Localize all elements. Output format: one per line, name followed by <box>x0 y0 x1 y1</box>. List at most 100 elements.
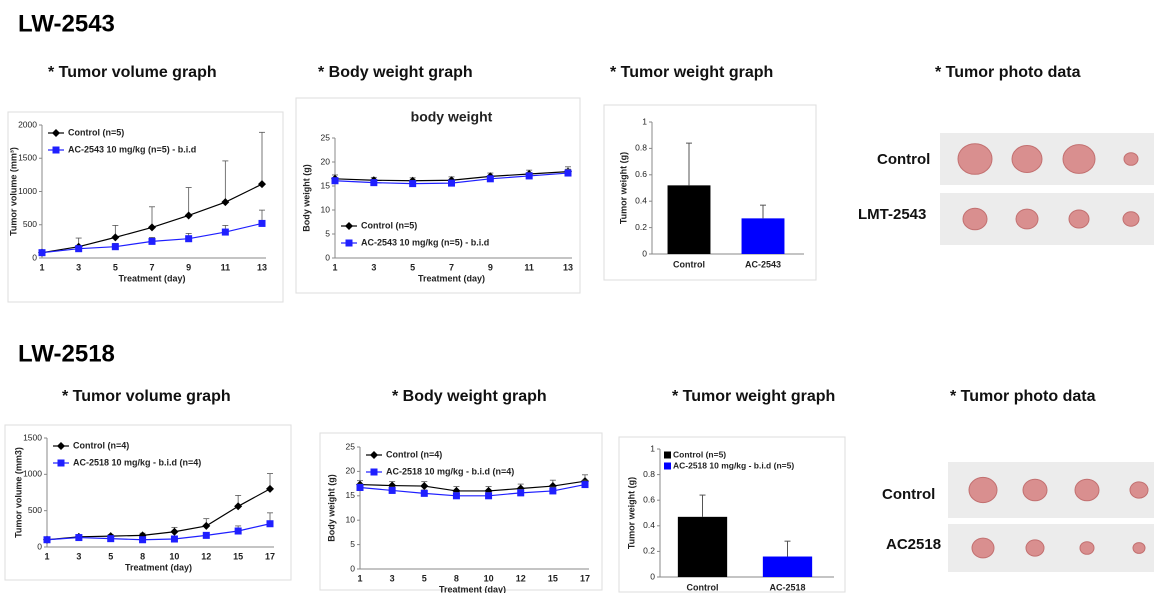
y-tick-label: 0.6 <box>643 494 655 504</box>
error-bar <box>760 204 766 219</box>
bar <box>677 516 728 577</box>
error-bar <box>222 160 229 203</box>
x-tick-label: 7 <box>449 262 454 272</box>
marker <box>388 486 396 494</box>
y-tick-label: 1500 <box>18 153 37 163</box>
tumor <box>1068 209 1090 229</box>
marker <box>202 531 210 539</box>
marker <box>409 180 417 188</box>
x-tick-label: 1 <box>357 573 362 583</box>
x-tick-label: 9 <box>488 262 493 272</box>
chart-title: body weight <box>411 109 493 125</box>
marker <box>420 482 429 491</box>
legend-swatch <box>664 462 671 470</box>
marker <box>221 228 229 236</box>
marker <box>452 492 460 500</box>
x-axis-label: Treatment (day) <box>125 562 192 572</box>
marker <box>202 521 211 530</box>
y-tick-label: 15 <box>346 490 356 500</box>
y-axis-label: Body weight (g) <box>301 164 311 232</box>
marker <box>52 146 60 154</box>
series-line <box>359 480 586 492</box>
marker <box>170 535 178 543</box>
marker <box>185 235 193 243</box>
marker <box>549 487 557 495</box>
y-axis-label: Tumor volume (mm3) <box>13 447 23 538</box>
photo-label: Control <box>882 486 935 503</box>
marker <box>370 179 378 187</box>
legend-label: AC-2518 10 mg/kg - b.i.d (n=4) <box>386 466 514 476</box>
x-tick-label: 13 <box>563 262 573 272</box>
x-axis-label: Treatment (day) <box>439 584 506 593</box>
x-tick-label: 3 <box>371 262 376 272</box>
bar <box>762 556 813 577</box>
y-tick-label: 1500 <box>23 432 42 442</box>
y-tick-label: 0 <box>37 541 42 551</box>
marker <box>57 442 65 450</box>
y-tick-label: 2000 <box>18 119 37 129</box>
y-tick-label: 1000 <box>18 186 37 196</box>
marker <box>234 502 243 511</box>
y-tick-label: 0 <box>32 252 37 262</box>
section-title: LW-2518 <box>18 340 115 367</box>
y-axis-label: Tumor weight (g) <box>618 152 628 224</box>
y-tick-label: 20 <box>346 466 356 476</box>
y-tick-label: 0.4 <box>635 195 647 205</box>
x-tick-label: 17 <box>265 551 275 561</box>
y-tick-label: 10 <box>346 514 356 524</box>
marker <box>221 198 230 207</box>
x-tick-label: 5 <box>113 262 118 272</box>
x-tick-label: 1 <box>332 262 337 272</box>
y-tick-label: 0.2 <box>635 222 647 232</box>
marker <box>564 169 572 177</box>
marker <box>345 239 353 247</box>
tumor <box>1025 539 1045 557</box>
y-tick-label: 10 <box>321 204 331 214</box>
tumor <box>971 537 995 559</box>
tumor <box>1062 144 1096 174</box>
marker <box>111 233 120 242</box>
x-tick-label: Control <box>673 259 705 269</box>
y-tick-label: 5 <box>350 539 355 549</box>
caption: * Tumor photo data <box>935 64 1081 81</box>
photo-label: Control <box>877 151 930 168</box>
tumor <box>1079 541 1095 555</box>
tumor <box>1074 478 1100 502</box>
tumor <box>962 207 988 231</box>
legend-label: Control (n=4) <box>73 440 129 450</box>
marker <box>57 459 65 467</box>
charts: 0 500 1000 1500 2000 Treatment (day) Tumor vol… <box>4 97 846 593</box>
x-tick-label: 1 <box>44 551 49 561</box>
x-tick-label: 3 <box>76 262 81 272</box>
y-tick-label: 0.8 <box>635 143 647 153</box>
x-tick-label: 8 <box>140 551 145 561</box>
caption: * Tumor weight graph <box>610 64 773 81</box>
legend-label: AC-2543 10 mg/kg (n=5) - b.i.d <box>361 237 489 247</box>
marker <box>370 451 378 459</box>
marker <box>148 237 156 245</box>
x-tick-label: AC-2518 <box>769 582 805 592</box>
chart-frame <box>7 111 284 303</box>
error-bar <box>699 494 706 517</box>
x-tick-label: 1 <box>39 262 44 272</box>
series-line <box>359 483 586 497</box>
marker <box>370 468 378 476</box>
marker <box>258 180 266 189</box>
marker <box>52 129 60 137</box>
x-tick-label: 8 <box>454 573 459 583</box>
photo-label: AC2518 <box>886 536 941 553</box>
caption: * Body weight graph <box>318 64 473 81</box>
marker <box>266 484 274 493</box>
caption: * Tumor weight graph <box>672 388 835 405</box>
legend-label: Control (n=4) <box>386 449 442 459</box>
section-title: LW-2543 <box>18 10 115 37</box>
x-axis-label: Treatment (day) <box>118 273 185 283</box>
caption: * Tumor volume graph <box>62 388 231 405</box>
marker <box>258 219 266 227</box>
tumor <box>1122 211 1140 227</box>
y-tick-label: 20 <box>321 156 331 166</box>
x-tick-label: 5 <box>422 573 427 583</box>
y-tick-label: 500 <box>23 219 37 229</box>
marker <box>148 223 156 232</box>
